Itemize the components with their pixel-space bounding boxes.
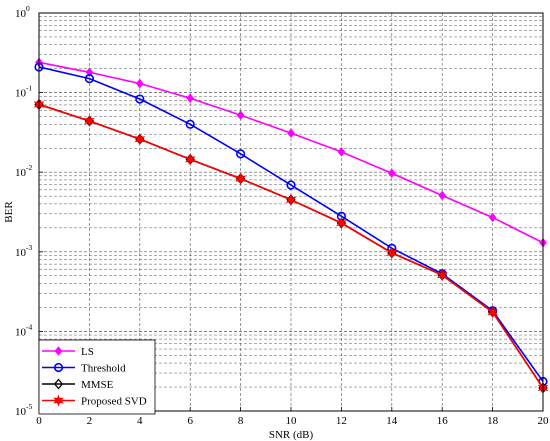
data-point-proposed-svd	[84, 114, 95, 128]
x-tick-label: 16	[437, 415, 449, 427]
data-point-proposed-svd	[386, 246, 398, 259]
legend-label-threshold: Threshold	[81, 363, 126, 375]
legend-marker-proposed-svd	[53, 394, 64, 407]
data-point-proposed-svd	[134, 133, 146, 146]
data-point-ls	[236, 110, 245, 121]
x-tick-label: 8	[238, 415, 244, 427]
x-tick-label: 18	[487, 415, 499, 427]
y-axis-label: BER	[3, 201, 15, 223]
x-tick-label: 20	[538, 415, 550, 427]
data-point-ls	[387, 168, 396, 179]
x-axis: 0 2 4 6 8 10 12 14 16 18 20	[36, 407, 549, 427]
data-point-proposed-svd	[436, 268, 448, 282]
y-tick-label: 10-4	[15, 322, 32, 338]
data-point-ls	[135, 78, 144, 89]
x-tick-label: 12	[336, 415, 347, 427]
y-tick-label: 10-1	[15, 84, 32, 100]
data-point-proposed-svd	[285, 193, 297, 206]
legend-label-mmse: MMSE	[81, 379, 114, 391]
x-tick-label: 6	[187, 415, 193, 427]
x-tick-label: 4	[137, 415, 143, 427]
x-tick-label: 2	[87, 415, 93, 427]
legend-marker-mmse	[53, 378, 64, 390]
data-point-threshold	[236, 149, 246, 159]
y-tick-label: 100	[15, 4, 30, 20]
data-point-ls	[438, 190, 447, 201]
data-point-threshold	[185, 119, 195, 129]
data-point-threshold	[286, 180, 296, 190]
data-point-ls	[337, 147, 346, 157]
data-point-threshold	[84, 73, 94, 84]
x-tick-label: 10	[286, 415, 298, 427]
legend-marker-ls	[54, 346, 63, 356]
y-tick-label: 10-2	[15, 163, 32, 179]
data-point-ls	[488, 212, 497, 223]
data-point-ls	[186, 93, 195, 104]
data-point-proposed-svd	[235, 172, 246, 185]
legend-label-ls: LS	[81, 346, 94, 358]
data-point-threshold	[135, 94, 145, 104]
legend-label-proposed-svd: Proposed SVD	[81, 396, 147, 408]
legend: LS Threshold MMSE Proposed SVD	[38, 339, 156, 415]
data-point-proposed-svd	[336, 216, 347, 230]
y-tick-label: 10-5	[15, 402, 32, 418]
series-group	[33, 57, 549, 395]
series-line-threshold	[38, 66, 544, 382]
data-point-ls	[287, 128, 295, 138]
x-axis-label: SNR (dB)	[269, 429, 314, 441]
x-tick-label: 0	[36, 415, 42, 427]
legend-marker-threshold	[53, 362, 64, 373]
data-point-proposed-svd	[487, 305, 498, 319]
y-tick-label: 10-3	[15, 243, 32, 259]
data-point-proposed-svd	[184, 153, 196, 166]
x-tick-label: 14	[386, 415, 398, 427]
